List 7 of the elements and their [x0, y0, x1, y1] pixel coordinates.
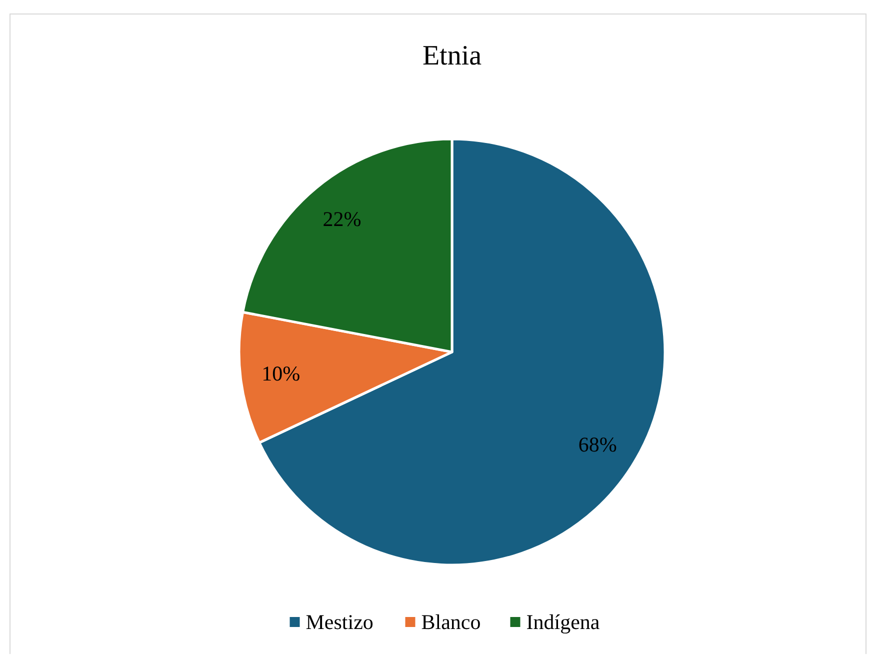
data-label: 22% [322, 207, 362, 232]
legend-label: Indígena [526, 610, 600, 634]
legend-label: Blanco [421, 610, 481, 634]
data-label: 10% [262, 362, 300, 386]
legend-label: Mestizo [306, 610, 374, 634]
chart-title: Etnia [422, 40, 482, 72]
data-label: 68% [578, 432, 617, 456]
